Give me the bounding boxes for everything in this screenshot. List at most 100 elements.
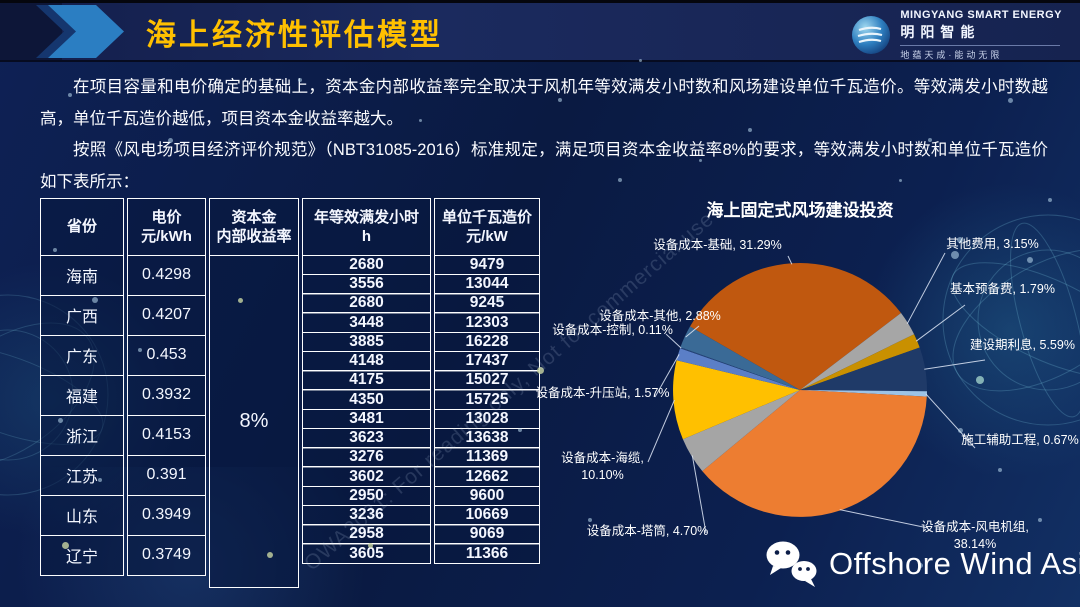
pie-slice (682, 390, 800, 472)
logo-tagline: 地蕴天成·能动无限 (900, 50, 1003, 60)
mingyang-logo: MINGYANG SMART ENERGY 明阳智能 地蕴天成·能动无限 (850, 9, 1062, 61)
table-cell: 3448 (302, 312, 431, 333)
table-cell: 0.4298 (127, 254, 206, 296)
pie-leader-line (787, 255, 793, 265)
pie-slice-label: 设备成本-控制, 0.11% (552, 323, 673, 337)
table-column: 电价 元/kWh 0.4298 0.4207 0.453 0.3932 0.4153 0.39… (127, 198, 206, 576)
table-cell: 13638 (434, 427, 540, 449)
table-cell: 4175 (302, 370, 431, 391)
wechat-icon (766, 541, 817, 587)
intro-paragraph-1: 在项目容量和电价确定的基础上，资本金内部收益率完全取决于风机年等效满发小时数和风… (40, 78, 1048, 128)
top-edge-bar (0, 0, 1080, 3)
table-cell: 福建 (40, 374, 124, 416)
mingyang-logo-text: MINGYANG SMART ENERGY 明阳智能 地蕴天成·能动无限 (900, 9, 1062, 61)
table-cell: 3556 (302, 273, 431, 295)
decor-dot (1027, 257, 1033, 263)
table-cell: 16228 (434, 331, 540, 353)
table-cell: 3481 (302, 408, 431, 430)
table-header-cell: 年等效满发小时 h (302, 198, 431, 256)
pie-slice-label: 建设期利息, 5.59% (970, 338, 1075, 352)
decor-dot (976, 376, 984, 384)
table-cell: 0.391 (127, 454, 206, 496)
table-cell: 12303 (434, 312, 540, 333)
table-cell: 海南 (40, 254, 124, 296)
pie-slice (680, 326, 800, 390)
slide-header: 海上经济性评估模型 MINGYANG SMART ENERGY 明阳智能 地蕴天… (0, 3, 1080, 62)
table-cell: 广西 (40, 294, 124, 336)
table-cell: 9245 (434, 293, 540, 314)
table-cell: 10669 (434, 504, 540, 526)
table-cell: 浙江 (40, 414, 124, 456)
table-cell: 广东 (40, 334, 124, 376)
pie-leader-line (691, 455, 707, 534)
table-cell: 3623 (302, 427, 431, 449)
mingyang-globe-icon (852, 16, 891, 54)
header-chevron-icon (0, 3, 124, 60)
pie-slice-label: 设备成本-升压站, 1.57% (535, 386, 670, 400)
pie-slice-label: 基本预备费, 1.79% (950, 282, 1055, 296)
table-cell: 11369 (434, 447, 540, 468)
logo-brand-en: MINGYANG SMART ENERGY (900, 9, 1062, 21)
pie-slice (676, 348, 800, 390)
chart-title: 海上固定式风场建设投资 (706, 201, 894, 220)
pie-slice-label: 设备成本-塔筒, 4.70% (586, 524, 709, 538)
pie-slice-label: 施工辅助工程, 0.67% (961, 433, 1079, 447)
table-cell: 4350 (302, 389, 431, 410)
table-cell: 4148 (302, 350, 431, 372)
page-title: 海上经济性评估模型 (146, 18, 443, 52)
intro-text: 在项目容量和电价确定的基础上，资本金内部收益率完全取决于风机年等效满发小时数和风… (40, 72, 1048, 198)
pie-slice (680, 347, 800, 390)
pie-slice (800, 347, 928, 392)
table-cell: 0.4153 (127, 414, 206, 456)
wechat-footer: Offshore Wind Asia (765, 540, 1080, 588)
table-cell: 0.3949 (127, 494, 206, 536)
table-column: 省份 海南 广西 广东 福建 浙江 江苏 山东 辽宁 (40, 198, 124, 576)
table-cell: 0.4207 (127, 294, 206, 336)
table-cell: 9069 (434, 524, 540, 545)
pie-slice (800, 313, 915, 390)
table-cell: 江苏 (40, 454, 124, 496)
table-cell: 3605 (302, 543, 431, 564)
table-column: 资本金 内部收益率 8% (209, 198, 299, 588)
irr-cell: 8% (209, 254, 299, 588)
pie-leader-line (915, 304, 966, 342)
pie-slice (800, 390, 927, 397)
table-cell: 9479 (434, 254, 540, 276)
pie-leader-line (685, 325, 700, 338)
logo-brand-cn: 明阳智能 (900, 24, 981, 40)
logo-divider (900, 45, 1061, 46)
pie-slice-label: 其他费用, 3.15% (946, 237, 1039, 251)
pie-slice (800, 334, 920, 390)
decor-dot (1048, 198, 1052, 202)
pie-leader-line (924, 359, 986, 370)
table-cell: 0.453 (127, 334, 206, 376)
wechat-account-name: Offshore Wind Asia (829, 546, 1080, 581)
decor-dot (588, 518, 592, 522)
provinces-economics-table: 省份 海南 广西 广东 福建 浙江 江苏 山东 辽宁 电价 元/kWh 0.4298 0.4207 0.4… (40, 198, 540, 588)
pie-leader-line (906, 252, 946, 325)
table-cell: 2958 (302, 524, 431, 545)
table-cell: 12662 (434, 466, 540, 487)
table-cell: 辽宁 (40, 534, 124, 576)
pie-slice (690, 262, 901, 390)
pie-slice-label: 设备成本-风电机组, 38.14% (921, 520, 1029, 551)
table-cell: 0.3749 (127, 534, 206, 576)
table-cell: 11366 (434, 543, 540, 564)
table-column: 单位千瓦造价 元/kW 9479 13044 9245 12303 16228 17437 15… (434, 198, 540, 564)
pie-slice (702, 390, 927, 517)
table-header-cell: 省份 (40, 198, 124, 256)
intro-paragraph-2: 按照《风电场项目经济评价规范》（NBT31085-2016）标准规定，满足项目资… (40, 141, 1048, 191)
table-cell: 0.3932 (127, 374, 206, 416)
table-cell: 2680 (302, 254, 431, 276)
table-cell: 3885 (302, 331, 431, 353)
decor-dot (998, 468, 1002, 472)
table-header-cell: 资本金 内部收益率 (209, 198, 299, 256)
table-cell: 2680 (302, 293, 431, 314)
table-header-cell: 单位千瓦造价 元/kW (434, 198, 540, 256)
table-cell: 9600 (434, 485, 540, 507)
table-cell: 山东 (40, 494, 124, 536)
table-cell: 13044 (434, 273, 540, 295)
table-column: 年等效满发小时 h 2680 3556 2680 3448 3885 4148 4175 4350… (302, 198, 431, 564)
pie-slice-label: 设备成本-基础, 31.29% (653, 238, 782, 252)
